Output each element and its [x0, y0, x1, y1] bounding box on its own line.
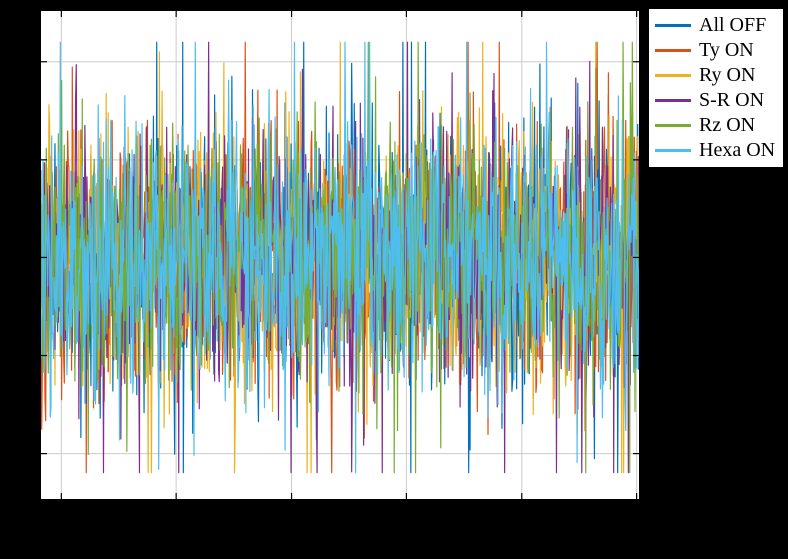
- figure: All OFF Ty ON Ry ON S-R ON Rz ON Hexa ON: [0, 0, 788, 559]
- legend-label: S-R ON: [699, 89, 764, 112]
- legend-swatch: [655, 74, 691, 77]
- plot-axes: [40, 10, 640, 500]
- legend-label: Rz ON: [699, 114, 755, 137]
- legend-item: S-R ON: [655, 88, 775, 113]
- legend-swatch: [655, 99, 691, 102]
- legend-label: All OFF: [699, 14, 766, 37]
- legend-swatch: [655, 24, 691, 27]
- plot-svg: [41, 11, 639, 499]
- legend-item: All OFF: [655, 13, 775, 38]
- legend-swatch: [655, 49, 691, 52]
- legend-item: Rz ON: [655, 113, 775, 138]
- legend-swatch: [655, 149, 691, 152]
- legend-label: Ty ON: [699, 39, 754, 62]
- legend-swatch: [655, 124, 691, 127]
- legend-item: Hexa ON: [655, 138, 775, 163]
- legend-label: Hexa ON: [699, 139, 775, 162]
- legend-item: Ty ON: [655, 38, 775, 63]
- legend-label: Ry ON: [699, 64, 755, 87]
- legend: All OFF Ty ON Ry ON S-R ON Rz ON Hexa ON: [648, 8, 784, 168]
- legend-item: Ry ON: [655, 63, 775, 88]
